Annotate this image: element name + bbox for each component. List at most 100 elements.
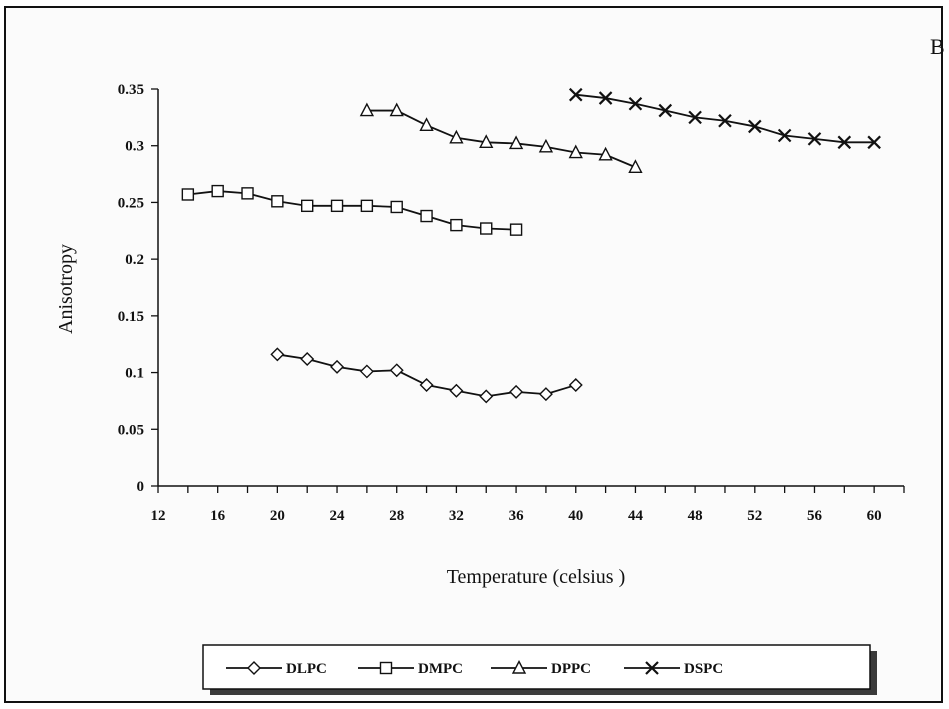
data-point-dspc (628, 96, 643, 111)
series-line-dmpc (187, 190, 517, 231)
x-marker-stroke (718, 113, 732, 128)
legend-box (202, 644, 871, 690)
data-point-dspc (718, 113, 732, 128)
x-axis-title: Temperature (celsius ) (447, 566, 626, 588)
data-point-dppc (508, 135, 524, 150)
data-point-dmpc (390, 200, 403, 214)
x-marker-stroke (777, 128, 792, 143)
data-point-dspc (688, 110, 702, 125)
x-marker-stroke (645, 661, 659, 675)
x-tick-label: 28 (389, 508, 404, 524)
legend-item-dppc: DPPC (491, 659, 591, 677)
legend-items: DLPC DMPC DPPC DSPC (226, 659, 723, 677)
legend-item-dspc: DSPC (624, 661, 723, 677)
legend-item-dlpc: DLPC (226, 661, 327, 677)
y-tick-label: 0.15 (118, 309, 144, 325)
data-point-dmpc (420, 209, 433, 223)
y-tick-label: 0.05 (118, 422, 144, 438)
data-point-dspc (748, 119, 762, 134)
data-point-dlpc (538, 387, 553, 402)
x-tick-label: 40 (568, 508, 583, 524)
data-point-dlpc (300, 351, 315, 366)
data-point-dmpc (450, 218, 463, 232)
data-point-dlpc (359, 364, 374, 379)
x-marker-stroke (688, 110, 702, 125)
figure-frame (4, 6, 943, 703)
data-point-dlpc (270, 347, 285, 362)
x-tick-label: 12 (151, 508, 166, 524)
x-tick-label: 48 (688, 508, 703, 524)
data-point-dppc (419, 117, 434, 131)
data-point-dmpc (330, 199, 344, 213)
x-marker-stroke (807, 132, 822, 146)
data-point-dppc (568, 144, 583, 159)
data-point-dlpc (568, 378, 583, 393)
data-point-dppc (598, 146, 613, 161)
series-line-dspc (575, 93, 875, 144)
legend-label-dppc: DPPC (551, 661, 591, 677)
x-marker-stroke (837, 135, 852, 150)
x-marker-stroke (628, 96, 643, 111)
series-line-dppc (366, 109, 636, 169)
y-ticks: 0 0.05 0.1 0.15 0.2 0.25 0.3 0.35 (118, 82, 158, 495)
x-tick-label: 16 (210, 508, 226, 524)
x-tick-label: 44 (628, 508, 644, 524)
x-marker-stroke (867, 135, 881, 150)
series-dppc (359, 102, 643, 173)
legend-marker-dlpc (247, 661, 261, 675)
axes: 12 16 20 24 28 32 36 40 44 48 52 56 60 0 0.05 0.1 0.15 0… (118, 82, 905, 524)
data-point-dlpc (479, 389, 494, 404)
plot-area (181, 87, 881, 404)
panel-label: B (930, 34, 945, 59)
data-point-dspc (658, 103, 673, 118)
y-tick-label: 0 (137, 479, 145, 495)
data-point-dmpc (181, 188, 195, 201)
data-point-dmpc (301, 199, 314, 213)
legend-marker-dppc (511, 659, 527, 674)
data-point-dppc (359, 102, 375, 117)
y-tick-label: 0.2 (125, 252, 144, 268)
data-point-dlpc (449, 383, 464, 398)
x-marker-stroke (568, 87, 583, 102)
data-point-dppc (538, 138, 554, 153)
x-marker-stroke (748, 119, 762, 134)
series-dspc (568, 87, 881, 150)
series-dlpc (270, 347, 583, 404)
legend-marker-dspc (645, 661, 659, 675)
x-ticks: 12 16 20 24 28 32 36 40 44 48 52 56 60 (151, 486, 905, 524)
legend: DLPC DMPC DPPC DSPC (202, 644, 877, 695)
data-point-dlpc (419, 378, 434, 393)
x-marker-stroke (658, 103, 673, 118)
data-point-dmpc (241, 187, 254, 200)
data-point-dspc (777, 128, 792, 143)
x-tick-label: 56 (807, 508, 823, 524)
data-point-dspc (568, 87, 583, 102)
data-point-dlpc (509, 384, 524, 399)
data-point-dmpc (211, 184, 224, 198)
x-tick-label: 52 (747, 508, 762, 524)
data-point-dppc (389, 102, 404, 117)
y-tick-label: 0.1 (125, 366, 144, 382)
legend-marker-dmpc (379, 661, 393, 675)
y-tick-label: 0.3 (125, 139, 144, 155)
data-point-dlpc (330, 359, 345, 374)
data-point-dlpc (389, 363, 404, 378)
series-dmpc (181, 184, 523, 236)
data-point-dspc (867, 135, 881, 150)
y-tick-label: 0.25 (118, 195, 144, 211)
data-point-dmpc (271, 195, 284, 208)
data-point-dppc (479, 134, 494, 149)
x-tick-label: 24 (330, 508, 346, 524)
legend-item-dmpc: DMPC (358, 661, 463, 677)
x-tick-label: 32 (449, 508, 464, 524)
legend-label-dlpc: DLPC (286, 661, 327, 677)
data-point-dspc (837, 135, 852, 150)
data-point-dppc (628, 159, 643, 173)
x-tick-label: 36 (509, 508, 525, 524)
data-point-dppc (449, 129, 464, 144)
x-marker-stroke (598, 91, 613, 105)
x-tick-label: 20 (270, 508, 285, 524)
x-tick-label: 60 (867, 508, 882, 524)
data-point-dmpc (480, 222, 493, 235)
